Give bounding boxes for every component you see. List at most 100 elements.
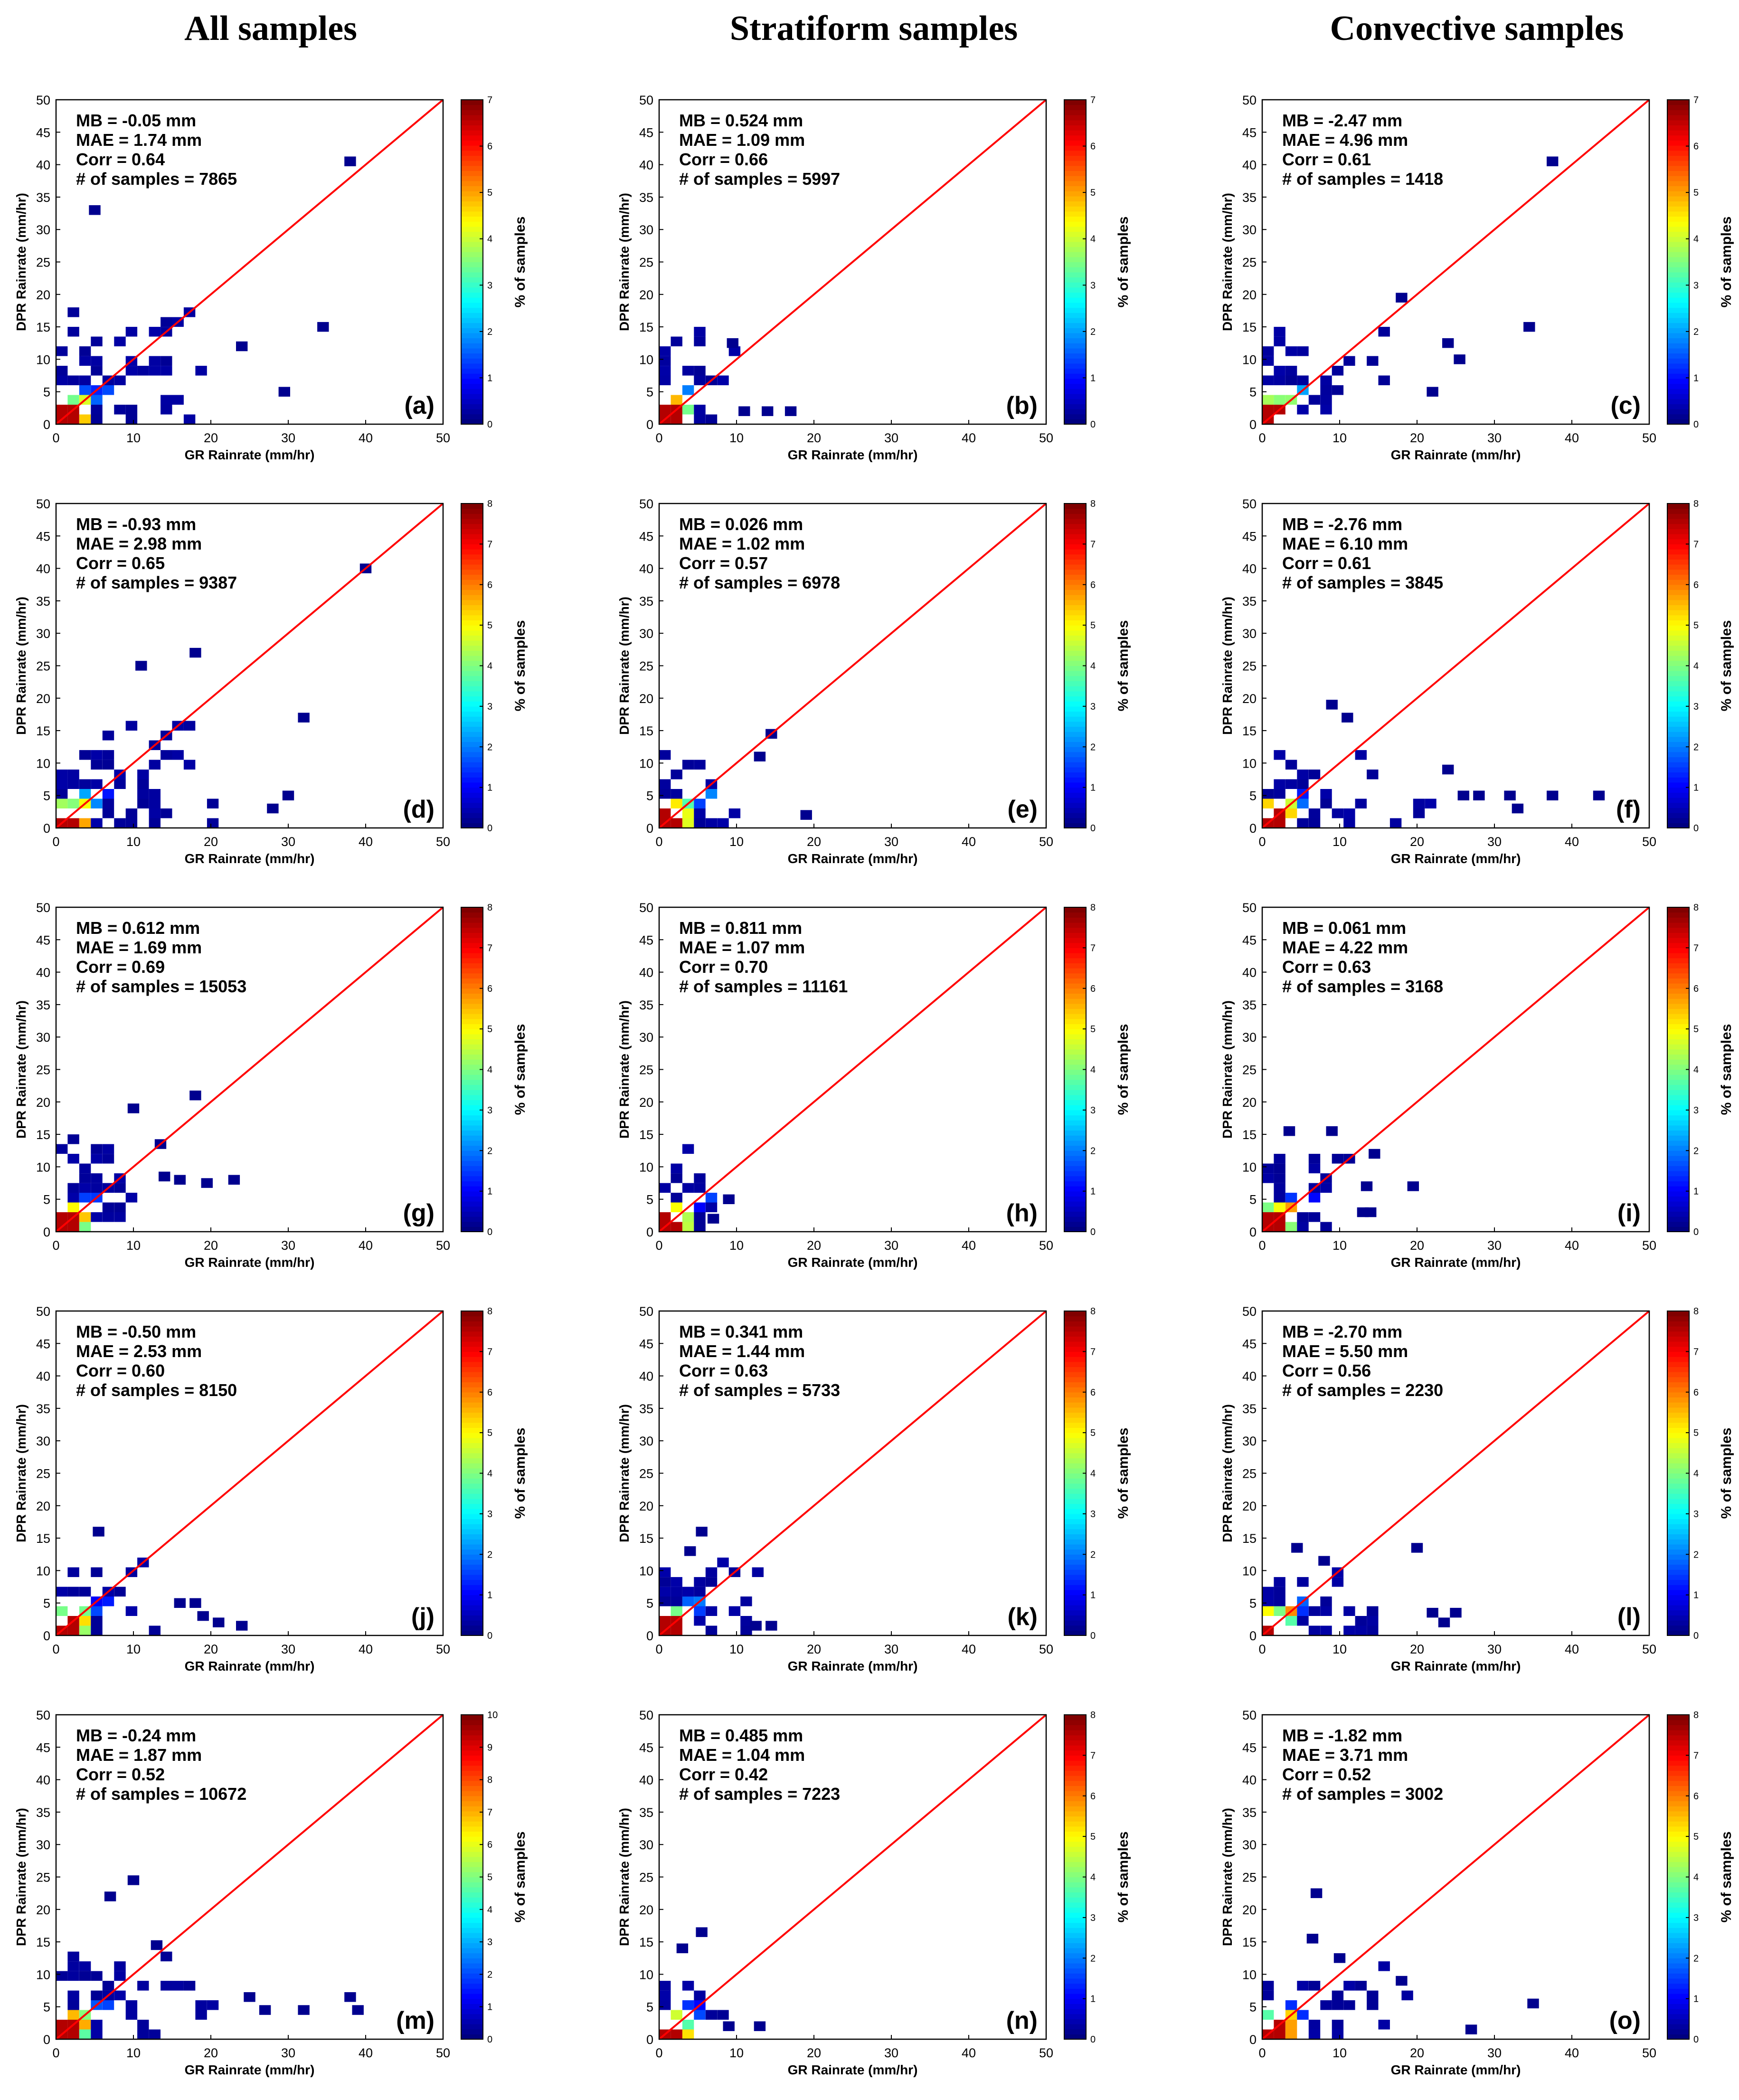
colorbar-segment — [1667, 958, 1689, 963]
colorbar-segment — [461, 1321, 483, 1327]
colorbar-tick-label: 5 — [1090, 1024, 1096, 1035]
heatmap-cell — [102, 750, 114, 760]
colorbar-segment — [1064, 1387, 1086, 1393]
colorbar-label: % of samples — [1719, 1832, 1734, 1923]
colorbar-segment — [1064, 1806, 1086, 1812]
colorbar-label: % of samples — [1719, 217, 1734, 308]
colorbar-segment — [1064, 1448, 1086, 1454]
heatmap-cell — [1413, 798, 1425, 808]
colorbar-segment — [461, 277, 483, 283]
colorbar-segment — [1064, 519, 1086, 524]
heatmap-cell — [1343, 1606, 1355, 1616]
colorbar-segment — [1064, 313, 1086, 318]
panel-label: (f) — [1616, 796, 1641, 823]
outlier-cell — [278, 387, 290, 397]
colorbar-segment — [1064, 206, 1086, 212]
heatmap-cell — [717, 2010, 729, 2020]
colorbar-segment — [1064, 201, 1086, 207]
colorbar-tick-label: 0 — [1090, 823, 1096, 834]
y-tick-label: 40 — [1242, 966, 1257, 980]
colorbar-segment — [1064, 823, 1086, 828]
colorbar-segment — [1667, 1090, 1689, 1095]
colorbar-segment — [461, 130, 483, 136]
x-tick-label: 30 — [884, 1642, 898, 1656]
colorbar-segment — [1064, 1181, 1086, 1187]
colorbar-segment — [461, 1973, 483, 1979]
colorbar-tick-label: 6 — [1090, 580, 1096, 590]
colorbar-segment — [1064, 419, 1086, 425]
stats-text: Corr = 0.63 — [679, 1361, 768, 1380]
outlier-cell — [151, 1940, 163, 1950]
colorbar-segment — [461, 1932, 483, 1938]
x-tick-label: 40 — [962, 1642, 976, 1656]
stats-text: # of samples = 11161 — [679, 977, 848, 996]
colorbar-segment — [461, 1922, 483, 1928]
heatmap-cell — [67, 375, 79, 385]
colorbar-segment — [461, 237, 483, 242]
colorbar-segment — [461, 2024, 483, 2030]
colorbar-segment — [461, 1539, 483, 1545]
colorbar-segment — [1667, 1351, 1689, 1357]
colorbar-segment — [1064, 277, 1086, 283]
colorbar-segment — [1064, 1211, 1086, 1217]
panel-label: (g) — [403, 1199, 435, 1227]
colorbar-segment — [461, 2014, 483, 2019]
y-tick-label: 30 — [36, 1838, 50, 1852]
colorbar-segment — [1064, 808, 1086, 813]
colorbar-segment — [1064, 701, 1086, 707]
heatmap-cell — [56, 789, 68, 799]
colorbar-segment — [1064, 650, 1086, 656]
colorbar-segment — [461, 610, 483, 616]
colorbar-segment — [1667, 817, 1689, 823]
heatmap-cell — [694, 327, 706, 337]
y-tick-label: 5 — [646, 1193, 653, 1207]
colorbar-segment — [1667, 1150, 1689, 1156]
colorbar-segment — [461, 1630, 483, 1636]
colorbar-segment — [1667, 1361, 1689, 1367]
y-tick-label: 35 — [36, 594, 50, 608]
outlier-cell — [754, 751, 766, 761]
colorbar-segment — [461, 1509, 483, 1514]
x-tick-label: 50 — [1642, 1642, 1656, 1656]
heatmap-cell — [1285, 760, 1297, 770]
heatmap-cell — [1274, 818, 1285, 828]
colorbar-segment — [1667, 1953, 1689, 1958]
heatmap-cell — [79, 346, 91, 356]
colorbar-segment — [1667, 736, 1689, 742]
y-tick-label: 20 — [1242, 1095, 1257, 1110]
colorbar-segment — [1667, 1367, 1689, 1372]
colorbar-segment — [461, 691, 483, 697]
colorbar-segment — [1064, 120, 1086, 125]
colorbar-segment — [1667, 963, 1689, 969]
colorbar-segment — [461, 574, 483, 580]
colorbar-segment — [461, 2004, 483, 2009]
colorbar-segment — [461, 1039, 483, 1045]
stats-text: MAE = 1.69 mm — [76, 938, 202, 957]
colorbar-segment — [1667, 559, 1689, 565]
colorbar-segment — [1064, 1856, 1086, 1862]
heatmap-cell — [91, 2029, 103, 2039]
colorbar-segment — [1064, 1998, 1086, 2004]
heatmap-cell — [1378, 327, 1390, 337]
heatmap-cell — [1332, 2029, 1344, 2039]
heatmap-cell — [694, 798, 706, 808]
panel-label: (k) — [1007, 1603, 1038, 1631]
colorbar-segment — [461, 2019, 483, 2024]
colorbar-segment — [1667, 1755, 1689, 1761]
colorbar-segment — [1064, 1064, 1086, 1070]
colorbar-segment — [461, 1600, 483, 1606]
colorbar-segment — [1667, 1958, 1689, 1964]
colorbar-segment — [1667, 165, 1689, 171]
x-tick-label: 10 — [1333, 1642, 1347, 1656]
colorbar-segment — [1064, 1135, 1086, 1141]
y-tick-label: 25 — [36, 256, 50, 270]
x-tick-label: 30 — [1487, 835, 1502, 849]
y-tick-label: 10 — [36, 352, 50, 367]
colorbar-segment — [461, 1326, 483, 1332]
colorbar-segment — [1667, 1493, 1689, 1499]
colorbar-segment — [1667, 645, 1689, 651]
colorbar-segment — [1667, 135, 1689, 141]
colorbar-segment — [1667, 1110, 1689, 1116]
colorbar-segment — [1064, 100, 1086, 105]
one-to-one-line — [658, 1714, 1047, 2040]
